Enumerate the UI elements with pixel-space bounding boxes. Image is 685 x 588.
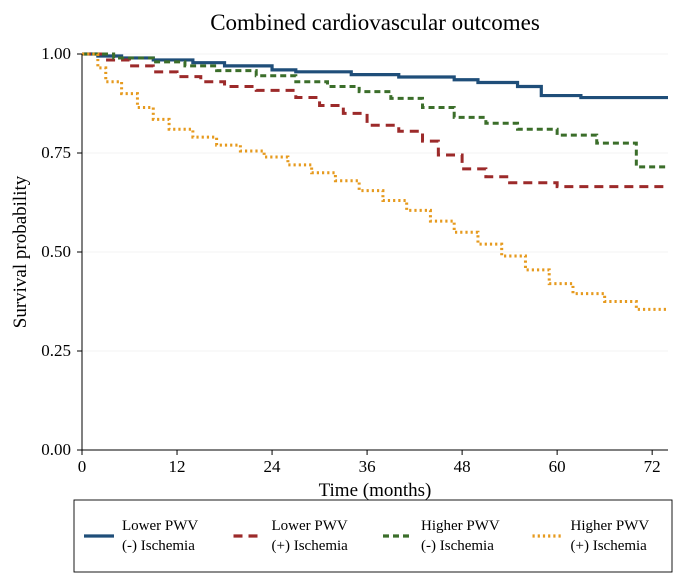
legend-label-top: Higher PWV: [571, 518, 650, 534]
legend-label-bottom: (+) Ischemia: [571, 538, 648, 554]
km-chart: 0 12 24 36 48 60 72 0.00 0.25 0.50 0.75 1.00 Combine…: [0, 0, 685, 588]
y-tick-label: 0.50: [41, 242, 71, 261]
x-tick-label: 12: [169, 457, 186, 476]
y-tick-label: 0.75: [41, 143, 71, 162]
y-tick-label: 1.00: [41, 44, 71, 63]
x-tick-label: 0: [78, 457, 87, 476]
x-tick-label: 48: [454, 457, 471, 476]
legend-label-top: Lower PWV: [272, 518, 348, 534]
legend-label-bottom: (+) Ischemia: [272, 538, 349, 554]
legend-label-bottom: (-) Ischemia: [122, 538, 195, 554]
legend-box: [74, 500, 672, 572]
y-tick-label: 0.00: [41, 440, 71, 459]
y-tick-label: 0.25: [41, 341, 71, 360]
y-axis-label: Survival probability: [10, 175, 31, 328]
x-tick-label: 60: [549, 457, 566, 476]
legend-label-top: Lower PWV: [122, 518, 198, 534]
x-tick-label: 72: [644, 457, 661, 476]
x-tick-label: 24: [264, 457, 282, 476]
legend-label-bottom: (-) Ischemia: [421, 538, 494, 554]
x-tick-label: 36: [359, 457, 376, 476]
x-axis-label: Time (months): [319, 480, 432, 501]
legend-label-top: Higher PWV: [421, 518, 500, 534]
chart-title: Combined cardiovascular outcomes: [210, 10, 540, 35]
